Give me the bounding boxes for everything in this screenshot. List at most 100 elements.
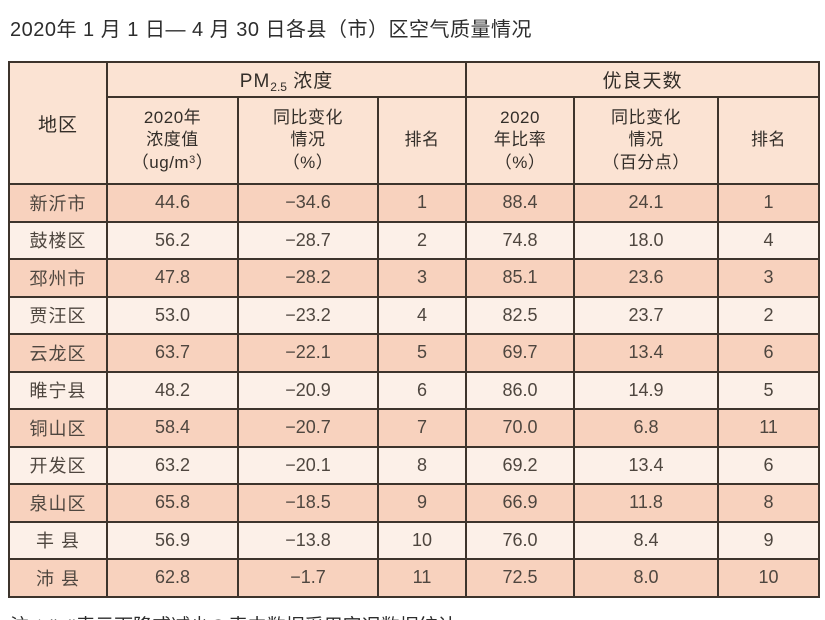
value-cell: 44.6 bbox=[106, 183, 239, 223]
subheader-pm-rank: 排名 bbox=[376, 96, 468, 185]
region-cell: 新沂市 bbox=[8, 183, 108, 223]
value-cell: 1 bbox=[717, 183, 821, 223]
value-cell: 1 bbox=[376, 183, 468, 223]
value-cell: 6 bbox=[717, 445, 821, 485]
region-cell: 贾汪区 bbox=[8, 295, 108, 335]
value-cell: 5 bbox=[717, 370, 821, 410]
value-cell: 63.7 bbox=[106, 333, 239, 373]
subheader-pm-concentration: 2020年 浓度值 （ug/m3） bbox=[106, 96, 239, 185]
cubic-meter-superscript: 3 bbox=[189, 153, 196, 166]
value-cell: 13.4 bbox=[573, 333, 720, 373]
value-cell: 5 bbox=[376, 333, 468, 373]
value-cell: 14.9 bbox=[573, 370, 720, 410]
subheader-line: 同比变化 bbox=[273, 107, 343, 127]
header-sub-row: 2020年 浓度值 （ug/m3） 同比变化 情况 （%） 排名 2020 年比… bbox=[9, 96, 821, 185]
region-cell: 睢宁县 bbox=[8, 370, 108, 410]
region-cell: 铜山区 bbox=[8, 408, 108, 448]
value-cell: 85.1 bbox=[465, 258, 576, 298]
table-row: 铜山区 58.4 −20.7 7 70.0 6.8 11 bbox=[8, 408, 821, 448]
value-cell: 56.2 bbox=[106, 220, 239, 260]
value-cell: 8 bbox=[717, 483, 821, 523]
subheader-line: 2020 bbox=[500, 107, 540, 127]
value-cell: 23.7 bbox=[573, 295, 720, 335]
value-cell: −34.6 bbox=[237, 183, 379, 223]
value-cell: 62.8 bbox=[106, 558, 239, 598]
value-cell: 8 bbox=[376, 445, 468, 485]
value-cell: 4 bbox=[376, 295, 468, 335]
value-cell: 10 bbox=[717, 558, 821, 598]
region-cell: 沛 县 bbox=[8, 558, 108, 598]
pm25-label-suffix: 浓度 bbox=[286, 70, 334, 92]
value-cell: 9 bbox=[376, 483, 468, 523]
region-cell: 开发区 bbox=[8, 445, 108, 485]
subheader-line: 浓度值 bbox=[146, 130, 199, 150]
header-good-days-group: 优良天数 bbox=[465, 61, 821, 98]
value-cell: 8.0 bbox=[573, 558, 720, 598]
value-cell: 65.8 bbox=[106, 483, 239, 523]
value-cell: 24.1 bbox=[573, 183, 720, 223]
footnote: 注:1.“−”表示下降或减少;2.表中数据采用实况数据统计。 bbox=[10, 611, 825, 620]
value-cell: 6.8 bbox=[573, 408, 720, 448]
table-row: 开发区 63.2 −20.1 8 69.2 13.4 6 bbox=[8, 445, 821, 485]
air-quality-table: 地区 PM2.5 浓度 优良天数 2020年 浓度值 （ug/m3） 同比变化 … bbox=[8, 61, 821, 598]
value-cell: −18.5 bbox=[237, 483, 379, 523]
value-cell: 86.0 bbox=[465, 370, 576, 410]
value-cell: 53.0 bbox=[106, 295, 239, 335]
value-cell: 69.7 bbox=[465, 333, 576, 373]
value-cell: 11.8 bbox=[573, 483, 720, 523]
subheader-line: 2020年 bbox=[143, 107, 202, 127]
table-row: 云龙区 63.7 −22.1 5 69.7 13.4 6 bbox=[8, 333, 821, 373]
value-cell: 88.4 bbox=[465, 183, 576, 223]
table-row: 丰 县 56.9 −13.8 10 76.0 8.4 9 bbox=[8, 520, 821, 560]
value-cell: −20.1 bbox=[237, 445, 379, 485]
value-cell: −20.7 bbox=[237, 408, 379, 448]
value-cell: −13.8 bbox=[237, 520, 379, 560]
table-row: 新沂市 44.6 −34.6 1 88.4 24.1 1 bbox=[8, 183, 821, 223]
page-title: 2020年 1 月 1 日— 4 月 30 日各县（市）区空气质量情况 bbox=[10, 19, 533, 41]
value-cell: 13.4 bbox=[573, 445, 720, 485]
value-cell: −23.2 bbox=[237, 295, 379, 335]
region-cell: 邳州市 bbox=[8, 258, 108, 298]
value-cell: 10 bbox=[376, 520, 468, 560]
subheader-days-yoy-change: 同比变化 情况 （百分点） bbox=[573, 96, 720, 185]
value-cell: 48.2 bbox=[106, 370, 239, 410]
value-cell: 8.4 bbox=[573, 520, 720, 560]
value-cell: 11 bbox=[376, 558, 468, 598]
value-cell: 63.2 bbox=[106, 445, 239, 485]
header-group-row: 地区 PM2.5 浓度 优良天数 bbox=[8, 61, 821, 185]
subheader-line: 年比率 bbox=[493, 130, 547, 150]
value-cell: 82.5 bbox=[465, 295, 576, 335]
value-cell: 4 bbox=[717, 220, 821, 260]
header-region: 地区 bbox=[8, 61, 108, 185]
value-cell: 58.4 bbox=[106, 408, 239, 448]
value-cell: 69.2 bbox=[465, 445, 576, 485]
region-cell: 丰 县 bbox=[8, 520, 108, 560]
value-cell: 23.6 bbox=[573, 258, 720, 298]
subheader-pm-yoy-change: 同比变化 情况 （%） bbox=[237, 96, 379, 185]
table-row: 贾汪区 53.0 −23.2 4 82.5 23.7 2 bbox=[8, 295, 821, 335]
value-cell: 66.9 bbox=[465, 483, 576, 523]
value-cell: 2 bbox=[717, 295, 821, 335]
table-row: 泉山区 65.8 −18.5 9 66.9 11.8 8 bbox=[8, 483, 821, 523]
subheader-line: （百分点） bbox=[602, 152, 690, 172]
subheader-line: （%） bbox=[494, 152, 546, 172]
table-body: 新沂市 44.6 −34.6 1 88.4 24.1 1 鼓楼区 56.2 −28.7 2 74.8 1… bbox=[8, 183, 821, 598]
value-cell: 18.0 bbox=[573, 220, 720, 260]
region-cell: 泉山区 bbox=[8, 483, 108, 523]
value-cell: −22.1 bbox=[237, 333, 379, 373]
region-cell: 云龙区 bbox=[8, 333, 108, 373]
value-cell: 3 bbox=[717, 258, 821, 298]
value-cell: 72.5 bbox=[465, 558, 576, 598]
value-cell: 47.8 bbox=[106, 258, 239, 298]
table-row: 鼓楼区 56.2 −28.7 2 74.8 18.0 4 bbox=[8, 220, 821, 260]
subheader-line: 情况 bbox=[290, 130, 326, 150]
value-cell: −20.9 bbox=[237, 370, 379, 410]
value-cell: 3 bbox=[376, 258, 468, 298]
subheader-line: （%） bbox=[282, 152, 334, 172]
value-cell: 7 bbox=[376, 408, 468, 448]
subheader-line: 同比变化 bbox=[611, 107, 682, 127]
subheader-line: 情况 bbox=[628, 130, 664, 150]
table-row: 睢宁县 48.2 −20.9 6 86.0 14.9 5 bbox=[8, 370, 821, 410]
value-cell: 56.9 bbox=[106, 520, 239, 560]
